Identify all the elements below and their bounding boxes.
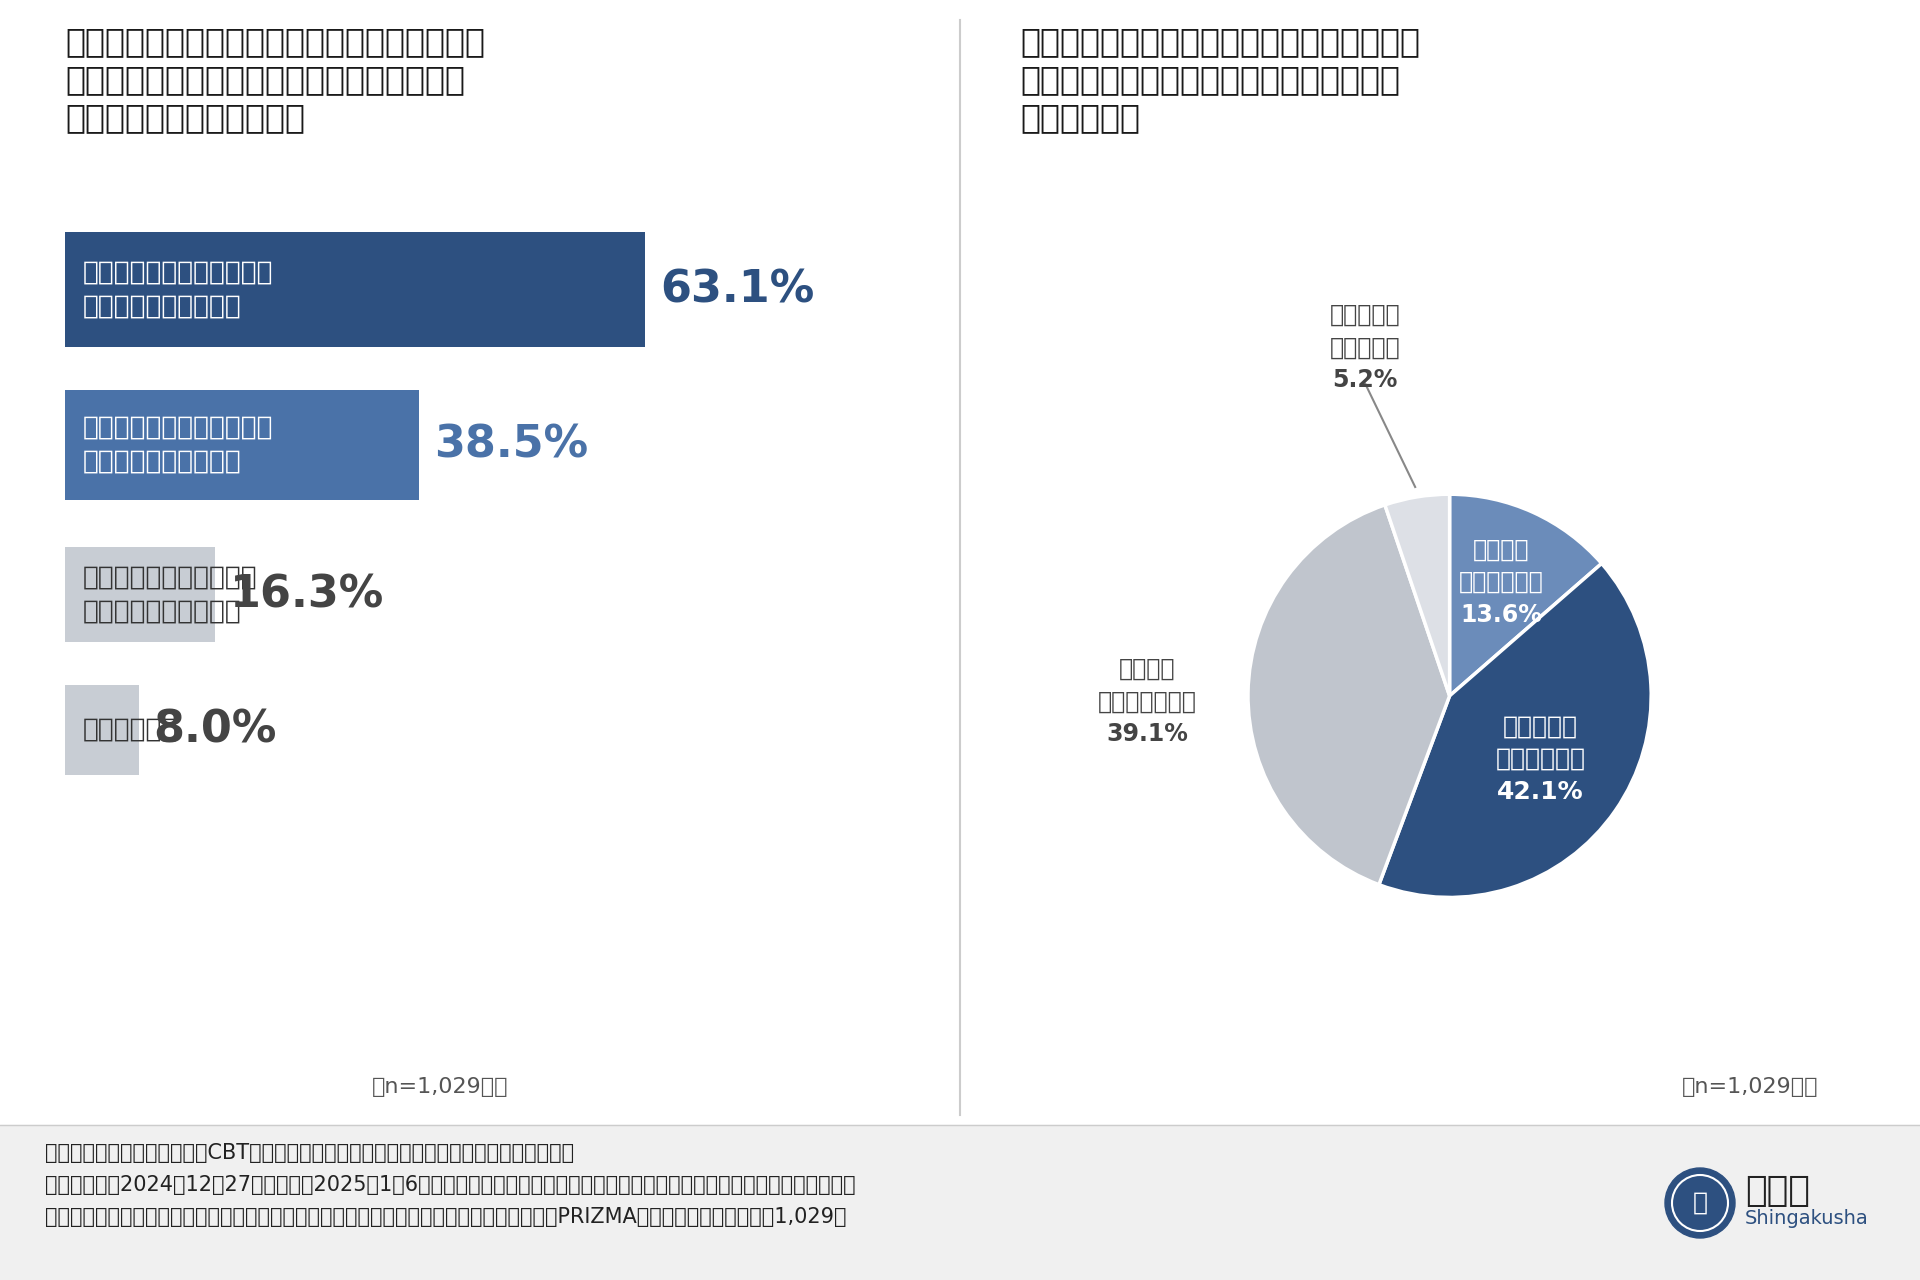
- Bar: [65, 232, 645, 347]
- Bar: [65, 685, 138, 774]
- Text: とても活用
できている
5.2%: とても活用 できている 5.2%: [1331, 303, 1400, 392]
- Text: 新: 新: [1693, 1190, 1707, 1215]
- Text: ・調査期間：2024年12月27日（金）〜2025年1月6日（月）　　・調査方法：インターネット調査　　・調査元：株式会社新学社: ・調査期間：2024年12月27日（金）〜2025年1月6日（月） ・調査方法：…: [44, 1175, 856, 1196]
- Text: （n=1,029人）: （n=1,029人）: [372, 1076, 509, 1097]
- Bar: [0, 1125, 1920, 1280]
- Text: Shingakusha: Shingakusha: [1745, 1210, 1868, 1229]
- Wedge shape: [1379, 563, 1651, 897]
- Bar: [65, 547, 215, 643]
- Text: 全く活用
できていない
13.6%: 全く活用 できていない 13.6%: [1459, 538, 1544, 627]
- Text: （n=1,029人）: （n=1,029人）: [1682, 1076, 1818, 1097]
- Text: 38.5%: 38.5%: [434, 424, 588, 466]
- Circle shape: [1665, 1167, 1736, 1238]
- Text: ある程度
活用できている
39.1%: ある程度 活用できている 39.1%: [1098, 657, 1196, 746]
- Text: あまり活用
できていない
42.1%: あまり活用 できていない 42.1%: [1496, 714, 1586, 804]
- Text: 貴校では、文部科学省の「全国学力・学習状況: 貴校では、文部科学省の「全国学力・学習状況: [65, 26, 486, 58]
- Text: 《調査概要：「学力調査等のCBT化と学習の結果や履歴の可視化への期待」に関する調査》: 《調査概要：「学力調査等のCBT化と学習の結果や履歴の可視化への期待」に関する調…: [44, 1143, 574, 1164]
- Wedge shape: [1384, 494, 1450, 696]
- Text: 新学社: 新学社: [1745, 1174, 1811, 1208]
- Text: 16.3%: 16.3%: [230, 573, 384, 617]
- Text: いますか？（複数回答可）: いますか？（複数回答可）: [65, 101, 305, 134]
- Bar: [65, 390, 419, 500]
- Wedge shape: [1450, 494, 1601, 696]
- Text: 全国や自治体での学力調査や学力検査の結果: 全国や自治体での学力調査や学力検査の結果: [1020, 26, 1421, 58]
- Text: 調査」以外に学力調査や学力検査を実施して: 調査」以外に学力調査や学力検査を実施して: [65, 63, 465, 96]
- Text: 思いますか？: 思いますか？: [1020, 101, 1140, 134]
- Text: 8.0%: 8.0%: [154, 709, 276, 751]
- Text: 都道府県実施の学力調査や
学力検査を行っている: 都道府県実施の学力調査や 学力検査を行っている: [83, 260, 273, 320]
- Text: 行っていない: 行っていない: [83, 717, 179, 742]
- Wedge shape: [1248, 504, 1450, 884]
- Text: 63.1%: 63.1%: [660, 269, 814, 311]
- Text: 市区町村実施の学力調査や
学力検査を行っている: 市区町村実施の学力調査や 学力検査を行っている: [83, 415, 273, 475]
- Text: 学校単位での学力調査や
学力検査を行っている: 学校単位での学力調査や 学力検査を行っている: [83, 564, 257, 625]
- Text: を児童生徒の学力向上に活用できていると: を児童生徒の学力向上に活用できていると: [1020, 63, 1400, 96]
- Text: ・調査対象：調査回答時に小中学校の教師であると回答したモニター　・モニター提供元：PRIZMAリサーチ　・調査人数：1,029人: ・調査対象：調査回答時に小中学校の教師であると回答したモニター ・モニター提供元…: [44, 1207, 847, 1228]
